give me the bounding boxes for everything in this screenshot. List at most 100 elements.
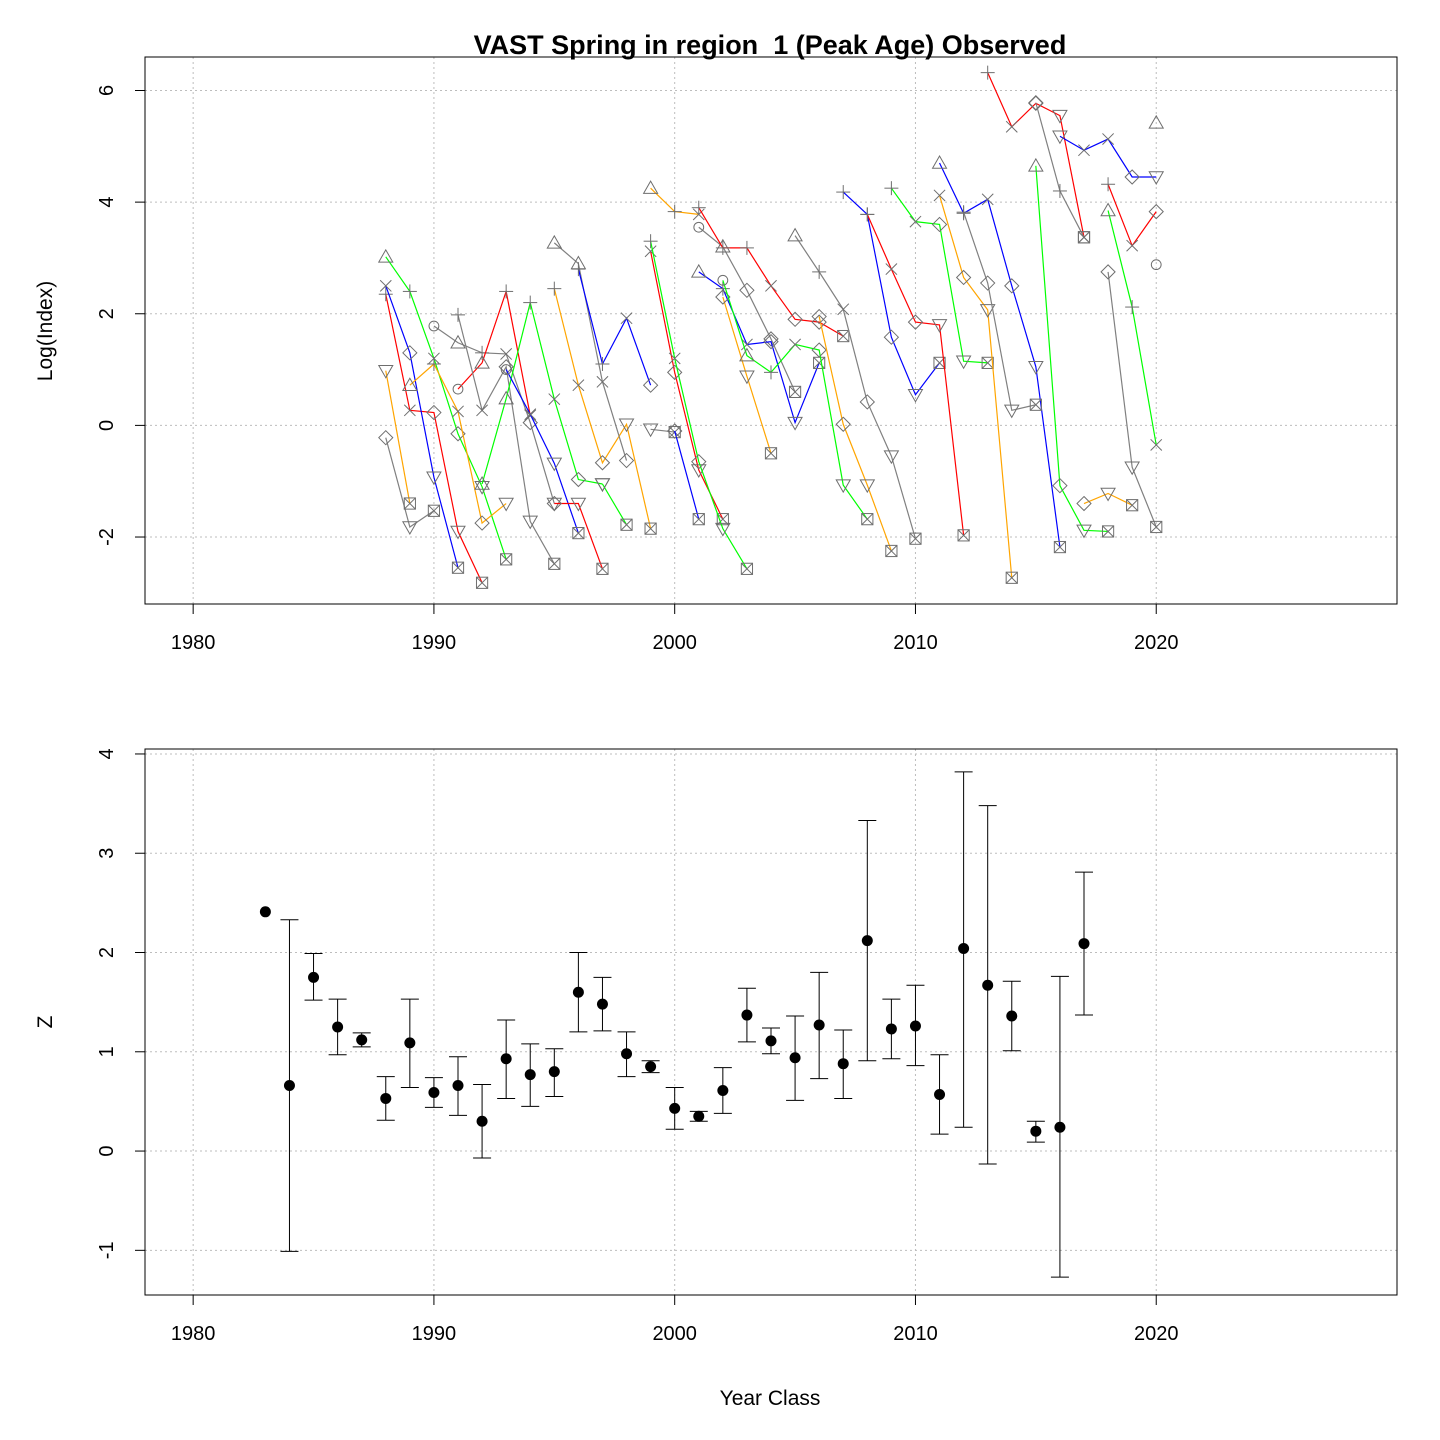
- data-point-plus: [691, 200, 706, 215]
- data-point-triangle-down: [546, 497, 563, 512]
- cohort-series: [1148, 114, 1165, 271]
- cohort-series: [377, 364, 416, 510]
- data-point-diamond: [666, 364, 683, 381]
- z-estimate: [1002, 980, 1021, 1052]
- data-point-triangle-down: [546, 457, 563, 472]
- data-point-boxed-x: [1150, 520, 1163, 534]
- data-point-triangle: [450, 334, 466, 349]
- cohort-series: [693, 221, 802, 398]
- cohort-line: [890, 187, 988, 364]
- data-point-triangle-down: [450, 525, 466, 540]
- cohort-series: [1028, 95, 1091, 244]
- cohort-series: [1101, 177, 1164, 252]
- data-point-boxed-x: [788, 385, 802, 398]
- data-point-plus: [499, 284, 514, 299]
- z-estimate: [689, 1110, 708, 1122]
- data-point-triangle: [498, 390, 515, 405]
- data-point-diamond: [979, 275, 996, 291]
- cohort-line: [554, 502, 604, 570]
- data-point-plus: [715, 281, 730, 296]
- data-point: [356, 1034, 368, 1046]
- data-point: [669, 1102, 681, 1114]
- cohort-line: [433, 325, 555, 504]
- data-point-diamond: [594, 455, 611, 471]
- bottom-x-tick-label: 2020: [1134, 1323, 1179, 1345]
- data-point-boxed-x: [596, 562, 609, 575]
- data-point-x: [644, 245, 657, 258]
- data-point-triangle-down: [594, 478, 611, 493]
- cohort-series: [1100, 264, 1163, 534]
- cohort-series: [1100, 202, 1163, 451]
- cohort-line: [818, 316, 892, 552]
- cohort-series: [715, 289, 778, 460]
- top-grid: [145, 57, 1397, 604]
- data-point-triangle-down: [1100, 487, 1116, 502]
- cohort-series: [1076, 487, 1139, 512]
- data-point-plus: [980, 65, 995, 80]
- cohort-series: [884, 181, 994, 370]
- data-point-diamond: [1052, 477, 1068, 494]
- data-point-triangle-down: [426, 471, 442, 486]
- data-point-triangle-down: [859, 479, 876, 494]
- bottom-x-axis-label: Year Class: [720, 1387, 821, 1410]
- cohort-line: [457, 314, 555, 565]
- data-point: [476, 1115, 488, 1127]
- cohort-line: [553, 242, 628, 461]
- data-point-plus: [860, 207, 875, 222]
- cohort-series: [452, 284, 537, 422]
- bottom-y-axis-label: Z: [34, 1015, 57, 1028]
- data-point-triangle: [739, 347, 755, 362]
- data-point-diamond: [931, 216, 948, 233]
- data-point-boxed-x: [716, 513, 729, 526]
- cohort-series: [401, 356, 515, 531]
- chart-title: VAST Spring in region_1 (Peak Age) Obser…: [474, 30, 1067, 60]
- cohort-series: [931, 155, 1067, 554]
- data-point-circle: [452, 383, 464, 395]
- data-point-diamond: [691, 453, 707, 470]
- z-estimate: [400, 998, 419, 1089]
- data-point-plus: [571, 262, 586, 277]
- data-point-diamond: [474, 515, 490, 531]
- data-point-diamond: [1028, 95, 1044, 111]
- data-point-diamond: [378, 429, 394, 446]
- data-point-boxed-x: [1077, 231, 1091, 244]
- data-point-diamond: [859, 394, 876, 410]
- data-point-diamond: [739, 282, 755, 299]
- data-point-triangle-down: [979, 304, 996, 318]
- z-estimate: [762, 1027, 780, 1055]
- data-point: [621, 1048, 633, 1060]
- data-point-x: [668, 352, 681, 365]
- z-estimate: [352, 1032, 371, 1048]
- data-point-boxed-x: [475, 576, 489, 589]
- data-point-triangle-down: [498, 497, 515, 512]
- top-series-group: [377, 65, 1165, 589]
- data-point-triangle-down: [1003, 404, 1020, 419]
- z-estimate: [858, 819, 877, 1062]
- data-point-plus: [836, 185, 851, 200]
- data-point-triangle-down: [907, 388, 924, 403]
- top-y-tick-label: 6: [96, 85, 118, 96]
- cohort-series: [717, 274, 874, 526]
- data-point-plus: [715, 240, 730, 255]
- data-point-triangle-down: [570, 497, 587, 512]
- data-point-plus: [1052, 183, 1067, 198]
- cohort-line: [650, 241, 748, 570]
- bottom-x-tick-label: 1990: [412, 1323, 457, 1345]
- data-point: [934, 1088, 946, 1100]
- data-point-x: [837, 303, 850, 316]
- data-point: [837, 1058, 849, 1070]
- data-point-diamond: [666, 423, 683, 439]
- bottom-panel: 1980 1990 2000 2010 2020 -1 0 1 2 3 4 Z Year Class: [34, 748, 1398, 1410]
- data-point-triangle-down: [931, 319, 948, 333]
- cohort-series: [547, 281, 657, 535]
- z-estimate: [930, 1054, 949, 1135]
- z-estimate: [713, 1067, 732, 1114]
- data-point-boxed-x: [403, 497, 416, 510]
- data-point-triangle: [474, 354, 490, 369]
- data-point: [813, 1019, 825, 1031]
- cohort-series: [500, 364, 585, 540]
- data-point-diamond: [618, 452, 635, 469]
- top-panel: VAST Spring in region_1 (Peak Age) Obser…: [34, 30, 1398, 654]
- data-point-triangle-down: [1027, 361, 1044, 375]
- bottom-y-tick-label: 1: [96, 1046, 118, 1057]
